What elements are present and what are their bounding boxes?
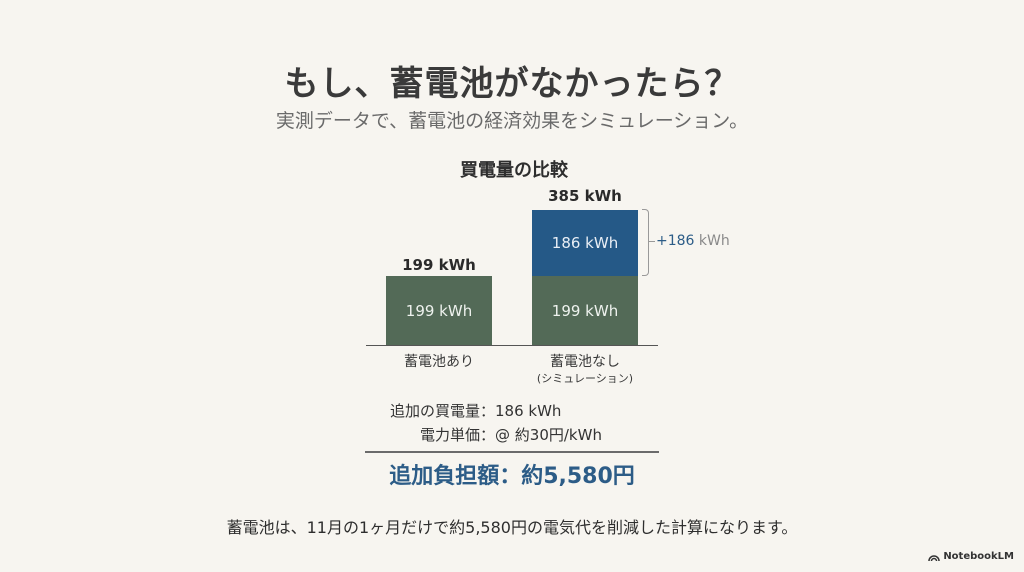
calc-row-additional-purchase: 追加の買電量：186 kWh <box>370 400 561 421</box>
category-label-without-battery: 蓄電池なし <box>550 354 620 370</box>
calc-row-unit-price: 電力単価：@ 約30円/kWh <box>370 424 602 445</box>
difference-label: +186 kWh <box>656 233 730 249</box>
segment-value: 199 kWh <box>551 301 619 320</box>
calc-value: @ 約30円/kWh <box>495 426 602 444</box>
conclusion-text: 蓄電池は、11月の1ヶ月だけで約5,580円の電気代を削減した計算になります。 <box>226 518 798 537</box>
calc-separator: ： <box>480 426 496 444</box>
segment-value: 199 kWh <box>405 301 473 320</box>
bar-segment-without-battery-base: 199 kWh <box>532 276 638 345</box>
category-label-with-battery: 蓄電池あり <box>404 354 474 370</box>
additional-cost-total: 追加負担額：約5,580円 <box>389 464 635 489</box>
notebooklm-logo-icon <box>928 554 941 561</box>
bar-total-label-without-battery: 385 kWh <box>548 187 622 205</box>
x-axis-line <box>366 345 658 346</box>
brand-watermark: NotebookLM <box>928 551 1014 562</box>
brand-name: NotebookLM <box>943 551 1014 562</box>
page-subtitle: 実測データで、蓄電池の経済効果をシミュレーション。 <box>275 110 749 132</box>
bar-segment-with-battery-base: 199 kWh <box>386 276 492 345</box>
difference-bracket <box>642 209 649 276</box>
difference-unit: kWh <box>694 233 730 249</box>
category-sublabel-simulation: (シミュレーション) <box>536 372 634 385</box>
difference-value: +186 <box>656 233 695 249</box>
bar-segment-without-battery-additional: 186 kWh <box>532 210 638 276</box>
calc-value: 186 kWh <box>495 402 562 420</box>
bar-total-label-with-battery: 199 kWh <box>402 256 476 274</box>
calc-separator: ： <box>480 402 496 420</box>
difference-bracket-tick <box>649 241 655 242</box>
chart-title: 買電量の比較 <box>460 160 568 181</box>
calc-key: 追加の買電量 <box>389 402 480 420</box>
page-title: もし、蓄電池がなかったら？ <box>284 64 740 104</box>
segment-value: 186 kWh <box>551 234 619 252</box>
calc-divider <box>365 451 659 453</box>
calc-key: 電力単価 <box>419 426 480 444</box>
